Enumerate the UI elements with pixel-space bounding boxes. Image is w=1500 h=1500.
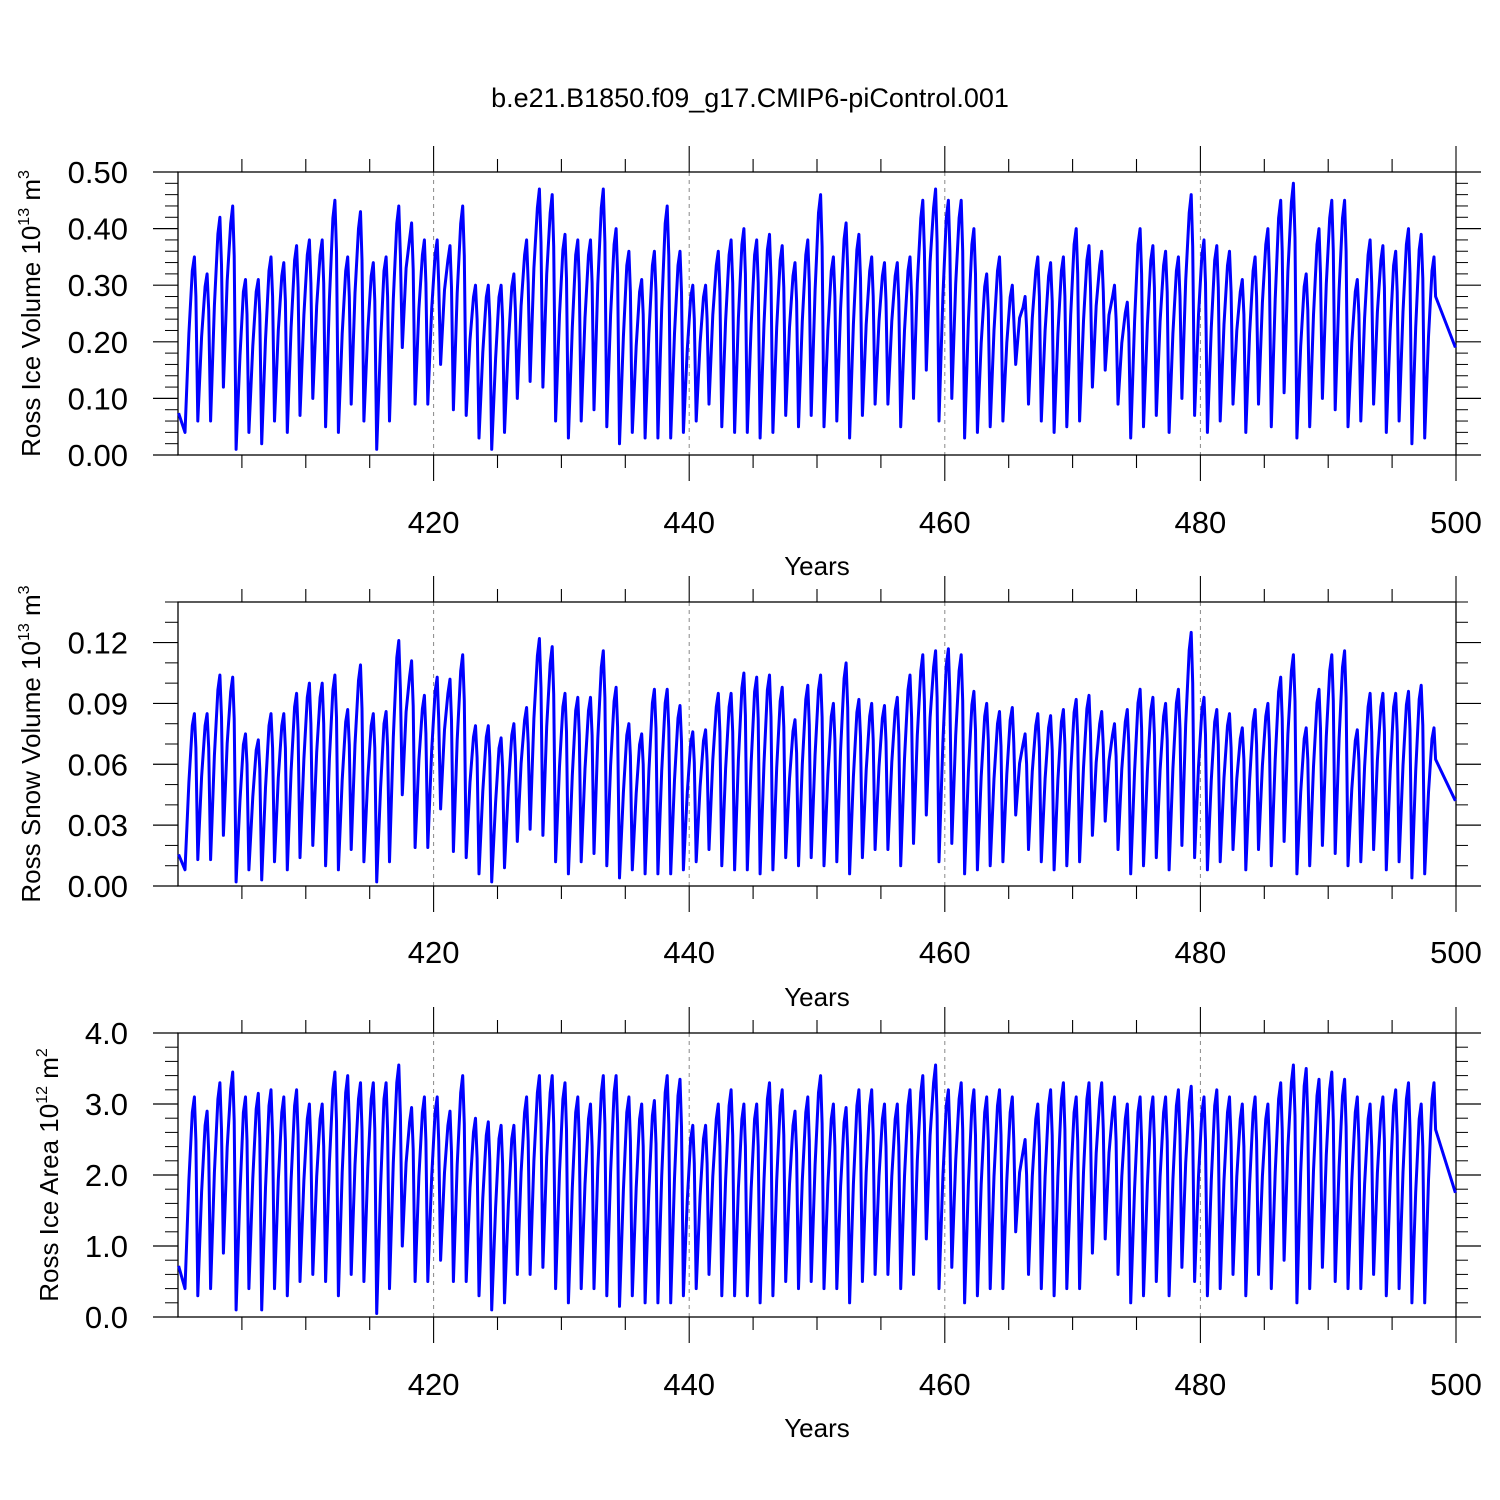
- y-tick-label: 0.10: [68, 381, 128, 416]
- x-tick-label: 440: [663, 1367, 715, 1402]
- x-tick-label: 480: [1175, 505, 1227, 540]
- y-tick-label: 3.0: [85, 1087, 128, 1122]
- panel-ice-area: 0.0 1.0 2.0 3.0 4.0 420 440 460 480 500 Years Ross …: [34, 1007, 1482, 1443]
- y-label-unit: m: [16, 594, 46, 623]
- y-tick-label: 2.0: [85, 1158, 128, 1193]
- y-label-main: Ross Ice Volume 10: [16, 226, 46, 457]
- y-label-unit-exponent: 2: [34, 1048, 51, 1057]
- y-tick-label: 1.0: [85, 1229, 128, 1264]
- y-tick-label: 0.40: [68, 212, 128, 247]
- y-axis-label: Ross Ice Area 1012 m2: [34, 1048, 64, 1302]
- y-tick-label: 0.50: [68, 155, 128, 190]
- plot-frame: [177, 1032, 1457, 1318]
- y-tick-label: 0.00: [68, 869, 128, 904]
- x-tick-label: 480: [1175, 1367, 1227, 1402]
- y-label-unit: m: [16, 179, 46, 208]
- y-tick-label: 0.30: [68, 268, 128, 303]
- y-label-main: Ross Ice Area 10: [34, 1104, 64, 1302]
- y-label-unit-exponent: 3: [16, 170, 33, 179]
- series-line: [177, 181, 1457, 451]
- panel-ice-volume: 0.00 0.10 0.20 0.30 0.40 0.50 420 440 460 480 500 Y…: [16, 146, 1482, 581]
- x-axis-label: Years: [784, 551, 850, 581]
- y-label-exponent: 12: [34, 1086, 51, 1104]
- y-tick-label: 0.06: [68, 747, 128, 782]
- x-tick-label: 460: [919, 935, 971, 970]
- y-label-exponent: 13: [16, 208, 33, 226]
- y-label-unit-exponent: 3: [16, 585, 33, 594]
- y-tick-label: 4.0: [85, 1016, 128, 1051]
- x-axis-label: Years: [784, 982, 850, 1012]
- x-axis-label: Years: [784, 1413, 850, 1443]
- y-label-unit: m: [34, 1057, 64, 1086]
- y-tick-label: 0.0: [85, 1300, 128, 1335]
- y-tick-label: 0.20: [68, 325, 128, 360]
- x-tick-label: 500: [1430, 1367, 1482, 1402]
- x-tick-label: 480: [1175, 935, 1227, 970]
- y-label-main: Ross Snow Volume 10: [16, 641, 46, 903]
- figure-title: b.e21.B1850.f09_g17.CMIP6-piControl.001: [491, 83, 1009, 113]
- y-tick-label: 0.09: [68, 686, 128, 721]
- x-tick-label: 420: [408, 505, 460, 540]
- series-line: [177, 1063, 1457, 1315]
- y-label-exponent: 13: [16, 623, 33, 641]
- x-tick-label: 460: [919, 1367, 971, 1402]
- x-tick-label: 420: [408, 935, 460, 970]
- panel-snow-volume: 0.00 0.03 0.06 0.09 0.12 420 440 460 480 500 Years…: [16, 576, 1482, 1012]
- y-tick-label: 0.00: [68, 438, 128, 473]
- y-axis-label: Ross Ice Volume 1013 m3: [16, 170, 46, 457]
- x-tick-label: 500: [1430, 505, 1482, 540]
- x-tick-label: 420: [408, 1367, 460, 1402]
- x-tick-label: 440: [663, 505, 715, 540]
- y-tick-label: 0.03: [68, 808, 128, 843]
- y-axis-label: Ross Snow Volume 1013 m3: [16, 585, 46, 902]
- x-tick-label: 460: [919, 505, 971, 540]
- y-tick-label: 0.12: [68, 626, 128, 661]
- series-line: [177, 630, 1457, 884]
- x-tick-label: 500: [1430, 935, 1482, 970]
- x-tick-label: 440: [663, 935, 715, 970]
